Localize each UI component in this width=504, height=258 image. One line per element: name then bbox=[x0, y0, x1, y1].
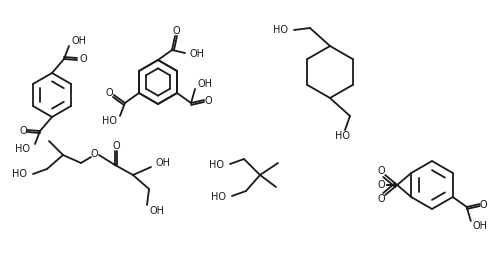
Text: OH: OH bbox=[197, 79, 212, 89]
Text: OH: OH bbox=[473, 221, 488, 231]
Text: O: O bbox=[79, 54, 87, 64]
Text: OH: OH bbox=[190, 49, 205, 59]
Text: O: O bbox=[377, 180, 385, 190]
Text: HO: HO bbox=[209, 160, 224, 170]
Text: O: O bbox=[112, 141, 120, 151]
Text: OH: OH bbox=[149, 206, 164, 216]
Text: O: O bbox=[19, 126, 27, 136]
Text: HO: HO bbox=[336, 131, 350, 141]
Text: O: O bbox=[204, 96, 212, 106]
Text: O: O bbox=[90, 149, 98, 159]
Text: O: O bbox=[172, 26, 180, 36]
Text: HO: HO bbox=[15, 144, 30, 154]
Text: HO: HO bbox=[12, 169, 27, 179]
Text: HO: HO bbox=[211, 192, 226, 202]
Text: O: O bbox=[377, 166, 385, 176]
Text: O: O bbox=[377, 194, 385, 204]
Text: HO: HO bbox=[273, 25, 288, 35]
Text: O: O bbox=[105, 88, 113, 98]
Text: OH: OH bbox=[72, 36, 87, 46]
Text: HO: HO bbox=[102, 116, 117, 126]
Text: O: O bbox=[480, 200, 487, 210]
Text: OH: OH bbox=[155, 158, 170, 168]
